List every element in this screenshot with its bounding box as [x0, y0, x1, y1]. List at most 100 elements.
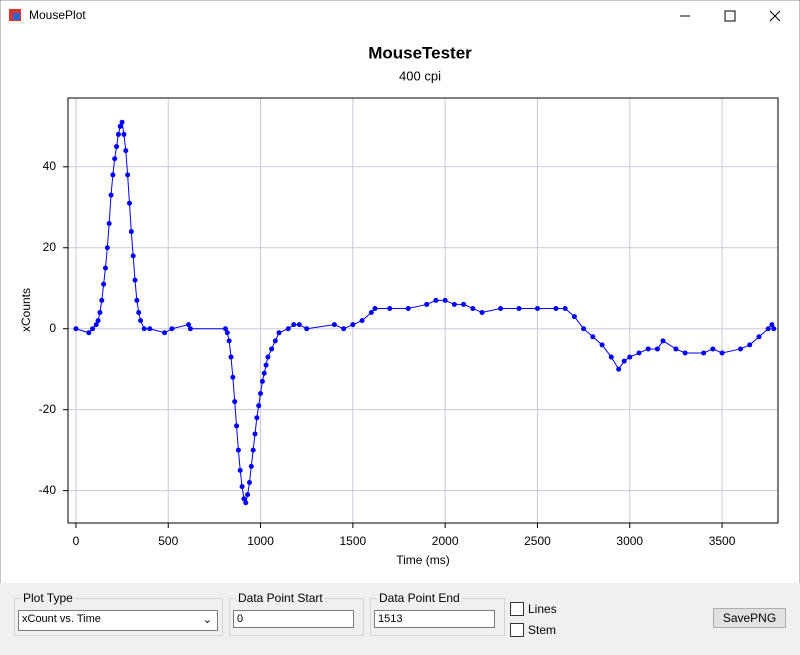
data-point — [747, 342, 753, 348]
data-point — [248, 463, 254, 469]
save-png-button[interactable]: SavePNG — [713, 608, 786, 628]
data-point — [108, 192, 114, 198]
data-point — [470, 305, 476, 311]
data-point — [627, 354, 633, 360]
data-point — [621, 358, 627, 364]
data-point — [246, 480, 252, 486]
plot-type-combo[interactable]: xCount vs. Time ⌄ — [18, 610, 218, 631]
data-point — [95, 318, 101, 324]
data-point — [304, 326, 310, 332]
y-tick-label: -20 — [39, 402, 57, 416]
data-point — [516, 305, 522, 311]
data-point — [241, 496, 247, 502]
chart-subtitle: 400 cpi — [399, 68, 441, 83]
app-icon-inner — [13, 13, 20, 20]
data-point — [128, 229, 134, 235]
data-point — [237, 467, 243, 473]
data-point — [110, 172, 116, 178]
start-group: Data Point Start — [229, 591, 364, 636]
x-tick-label: 1500 — [339, 534, 366, 548]
data-point — [186, 322, 192, 328]
data-point — [136, 310, 142, 316]
data-point — [125, 172, 131, 178]
x-tick-label: 1000 — [247, 534, 274, 548]
data-point — [673, 346, 679, 352]
data-point — [126, 200, 132, 206]
data-point — [101, 281, 107, 287]
data-point — [134, 297, 140, 303]
data-point — [132, 277, 138, 283]
data-point — [719, 350, 725, 356]
data-point — [765, 326, 771, 332]
data-point — [291, 322, 297, 328]
maximize-button[interactable] — [724, 10, 736, 22]
stem-label: Stem — [528, 623, 557, 637]
data-point — [228, 354, 234, 360]
group-label: Plot Type — [21, 591, 75, 605]
data-point — [636, 350, 642, 356]
data-point — [590, 334, 596, 340]
data-point — [73, 326, 79, 332]
data-point — [169, 326, 175, 332]
group-label: Data Point Start — [236, 591, 325, 605]
data-point — [372, 305, 378, 311]
lines-checkbox[interactable] — [510, 602, 524, 616]
data-point — [461, 301, 467, 307]
data-point — [534, 305, 540, 311]
data-point — [571, 314, 577, 320]
combo-value: xCount vs. Time — [22, 613, 101, 625]
data-point — [121, 131, 127, 137]
data-point — [102, 265, 108, 271]
data-point — [368, 310, 374, 316]
chart-title: MouseTester — [368, 43, 472, 62]
data-point — [276, 330, 282, 336]
data-point — [123, 148, 129, 154]
x-tick-label: 2000 — [432, 534, 459, 548]
end-input[interactable]: 1513 — [374, 610, 495, 628]
y-tick-label: 0 — [49, 321, 56, 335]
group-label: Data Point End — [377, 591, 462, 605]
stem-checkbox[interactable] — [510, 623, 524, 637]
data-point — [259, 378, 265, 384]
data-point — [331, 322, 337, 328]
data-point — [701, 350, 707, 356]
close-button[interactable] — [769, 10, 781, 22]
data-point — [654, 346, 660, 352]
data-point — [682, 350, 688, 356]
data-point — [252, 431, 258, 437]
data-point — [222, 326, 228, 332]
data-point — [350, 322, 356, 328]
data-point — [162, 330, 168, 336]
data-point — [756, 334, 762, 340]
data-point — [599, 342, 605, 348]
data-point — [738, 346, 744, 352]
data-point — [245, 492, 251, 498]
data-point — [645, 346, 651, 352]
data-point — [263, 362, 269, 368]
data-point — [265, 354, 271, 360]
data-point — [104, 245, 110, 251]
data-point — [86, 330, 92, 336]
data-point — [424, 301, 430, 307]
window-title: MousePlot — [29, 8, 86, 22]
data-point — [387, 305, 393, 311]
start-input[interactable]: 0 — [233, 610, 354, 628]
input-value: 0 — [237, 613, 244, 625]
x-tick-label: 3000 — [616, 534, 643, 548]
plot-frame — [67, 97, 779, 524]
data-point — [261, 370, 267, 376]
data-point — [771, 326, 777, 332]
data-point — [258, 390, 264, 396]
button-label: SavePNG — [722, 611, 777, 625]
data-point — [272, 338, 278, 344]
data-point — [224, 330, 230, 336]
data-point — [254, 415, 260, 421]
data-point — [479, 310, 485, 316]
data-point — [562, 305, 568, 311]
data-point — [90, 326, 96, 332]
data-point — [405, 305, 411, 311]
data-point — [112, 156, 118, 162]
data-point — [93, 322, 99, 328]
